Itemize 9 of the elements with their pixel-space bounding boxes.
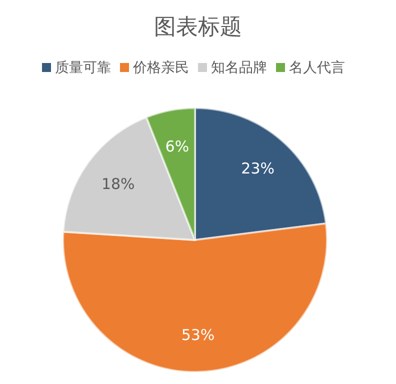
chart-title: 图表标题 bbox=[154, 15, 242, 40]
data-label: 18% bbox=[101, 175, 135, 194]
legend-label: 知名品牌 bbox=[211, 60, 267, 76]
data-label: 23% bbox=[241, 160, 275, 178]
legend-label: 名人代言 bbox=[289, 60, 345, 76]
legend-label: 价格亲民 bbox=[132, 60, 189, 76]
data-label: 53% bbox=[181, 326, 215, 344]
legend-label: 质量可靠 bbox=[55, 60, 111, 76]
data-label: 6% bbox=[165, 138, 190, 156]
